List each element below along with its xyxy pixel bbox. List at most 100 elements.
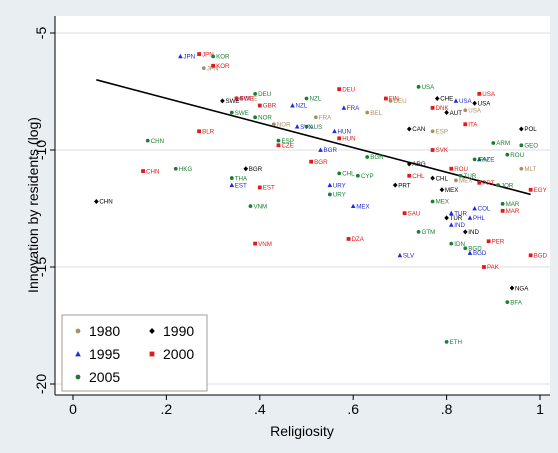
point-label: KOR <box>216 63 230 70</box>
data-point <box>239 96 244 101</box>
legend-label: 2005 <box>89 369 120 385</box>
legend-marker <box>75 351 81 357</box>
data-point <box>234 96 239 101</box>
data-point <box>211 63 215 68</box>
data-point <box>472 206 477 211</box>
point-label: KOR <box>216 54 230 61</box>
point-label: POL <box>524 126 537 133</box>
data-point <box>309 159 314 164</box>
x-tick-label: 0 <box>69 401 77 417</box>
point-label: NZL <box>295 103 307 110</box>
x-ticks: 0 .2 .4 .6 .8 1 <box>69 395 544 417</box>
point-label: CHL <box>436 175 449 182</box>
x-tick-label: 1 <box>536 401 544 417</box>
data-point <box>519 126 524 132</box>
point-label: EST <box>235 182 247 189</box>
data-point <box>397 252 403 258</box>
data-point <box>248 204 253 209</box>
data-point <box>453 98 459 103</box>
data-point <box>482 265 486 269</box>
point-label: TUR <box>450 215 463 222</box>
point-label: MAR <box>506 201 520 208</box>
data-point <box>304 96 309 101</box>
point-label: PHL <box>473 215 486 222</box>
data-point <box>383 96 388 101</box>
data-point <box>94 198 99 204</box>
point-label: MLT <box>524 166 536 173</box>
point-label: JPN <box>202 51 214 58</box>
data-point <box>201 66 206 70</box>
fit-line <box>96 79 531 196</box>
data-point <box>145 138 150 143</box>
data-point <box>365 110 370 115</box>
data-point <box>458 173 463 178</box>
point-label: AZE <box>482 157 494 164</box>
point-label: ARG <box>412 161 426 168</box>
point-label: CHN <box>146 168 159 175</box>
point-label: PRT <box>398 182 410 189</box>
point-label: BGD <box>534 253 548 260</box>
data-point <box>388 98 393 103</box>
data-point <box>253 91 258 96</box>
data-point <box>318 147 323 152</box>
data-point <box>505 300 510 304</box>
point-label: ESP <box>436 128 448 135</box>
point-label: SWE <box>225 98 239 105</box>
data-point <box>463 122 468 127</box>
point-label: URY <box>333 182 346 189</box>
point-label: FRA <box>319 114 332 121</box>
point-label: USA <box>422 84 436 91</box>
point-label: JOR <box>501 182 514 189</box>
point-label: ROU <box>454 166 468 173</box>
data-point <box>528 187 533 192</box>
x-tick-label: .2 <box>161 401 173 417</box>
point-label: DEU <box>342 86 355 93</box>
data-point <box>462 229 468 235</box>
point-label: AUT <box>450 110 463 117</box>
point-label: BGD <box>473 250 487 257</box>
point-label: CHE <box>244 96 257 103</box>
point-label: MEX <box>356 203 369 210</box>
point-label: IND <box>468 229 479 236</box>
data-point <box>477 180 482 185</box>
data-point <box>439 187 445 193</box>
point-label: MEX <box>445 187 458 194</box>
point-label: BGD <box>468 245 482 252</box>
point-label: VNM <box>253 203 267 210</box>
data-point <box>276 143 281 148</box>
data-point <box>341 105 347 110</box>
data-point <box>448 222 454 227</box>
point-label: FIN <box>389 96 399 103</box>
point-label: USA <box>459 98 473 105</box>
data-point <box>472 100 477 106</box>
point-label: NOR <box>277 121 291 128</box>
y-tick-label: -10 <box>33 140 49 160</box>
point-label: CHE <box>440 96 453 103</box>
legend-marker <box>149 328 155 334</box>
legend-box <box>61 314 208 392</box>
point-label: GTM <box>422 229 436 236</box>
y-ticks: -5 -10 -15 -20 <box>33 27 55 394</box>
data-point <box>491 141 496 145</box>
legend-label: 1980 <box>89 323 120 339</box>
point-label: JPN <box>207 65 219 72</box>
x-axis-title: Religiosity <box>270 423 334 439</box>
data-point <box>271 122 276 127</box>
legend-label: 2000 <box>163 346 194 362</box>
point-label: IND <box>454 222 465 229</box>
x-tick-label: .6 <box>347 401 359 417</box>
point-label: CHL <box>342 171 355 178</box>
point-label: CHN <box>99 199 112 206</box>
point-label: GEO <box>524 143 538 150</box>
data-point <box>454 178 458 183</box>
series-1990: CHNSWEBGRCHEUSACANAUTARGPRTPOLTURINDNGAC… <box>94 96 537 292</box>
data-point <box>327 192 332 197</box>
y-tick-label: -15 <box>33 257 49 277</box>
data-point <box>407 173 412 178</box>
data-point <box>416 84 421 89</box>
data-point <box>211 54 216 59</box>
data-point <box>355 173 360 178</box>
data-point <box>472 157 477 162</box>
point-label: HUN <box>338 128 351 135</box>
